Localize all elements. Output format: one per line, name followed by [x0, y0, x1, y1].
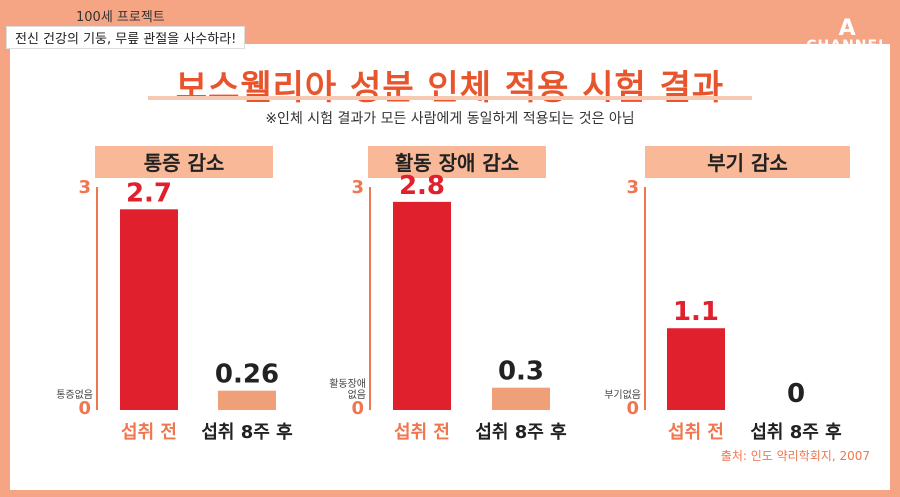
y-tick-label: 0: [626, 398, 639, 419]
panel-title: 부기 감소: [707, 151, 788, 175]
data-label: 2.7: [126, 178, 172, 208]
category-label: 섭취 8주 후: [750, 422, 841, 443]
bar-after: [492, 387, 550, 410]
disclaimer-note: ※인체 시험 결과가 모든 사람에게 동일하게 적용되는 것은 아님: [265, 111, 635, 127]
panel-title-box: [645, 146, 850, 178]
panel-title-box: [95, 146, 273, 178]
y-tick-label: 0: [78, 398, 91, 419]
title-underline: [148, 96, 752, 100]
category-label: 섭취 8주 후: [201, 422, 292, 443]
channel-a-logo-icon: A: [838, 16, 856, 41]
category-label: 섭취 전: [668, 422, 724, 443]
data-label: 0.3: [498, 357, 544, 387]
zero-level-label: 활동장애: [329, 377, 366, 390]
zero-level-label: 부기없음: [604, 388, 641, 401]
episode-headline: 전신 건강의 기둥, 무릎 관절을 사수하라!: [6, 26, 246, 49]
bar-after: [218, 390, 276, 410]
data-label: 1.1: [673, 297, 719, 327]
y-tick-label: 3: [626, 177, 639, 198]
channel-logo: A CHANNEL: [806, 16, 888, 55]
page-title: 보스웰리아 성분 인체 적용 시험 결과: [175, 68, 725, 108]
data-label: 0.26: [215, 360, 279, 390]
y-tick-label: 3: [351, 177, 364, 198]
data-label: 2.8: [399, 171, 445, 201]
bar-before: [120, 209, 178, 410]
panel-title: 통증 감소: [144, 151, 225, 175]
channel-logo-text: CHANNEL: [806, 38, 888, 54]
zero-level-label: 없음: [348, 388, 366, 401]
zero-level-label: 통증없음: [56, 388, 93, 401]
program-name: 100세 프로젝트: [76, 10, 165, 25]
category-label: 섭취 전: [394, 422, 450, 443]
category-label: 섭취 8주 후: [475, 422, 566, 443]
panel-title-box: [368, 146, 546, 178]
bar-before: [667, 328, 725, 410]
data-label: 0: [787, 379, 805, 409]
bar-before: [393, 201, 451, 410]
category-label: 섭취 전: [121, 422, 177, 443]
panel-title: 활동 장애 감소: [395, 151, 519, 175]
y-tick-label: 3: [78, 177, 91, 198]
y-tick-label: 0: [351, 398, 364, 419]
source-citation: 출처: 인도 약리학회지, 2007: [720, 449, 870, 463]
